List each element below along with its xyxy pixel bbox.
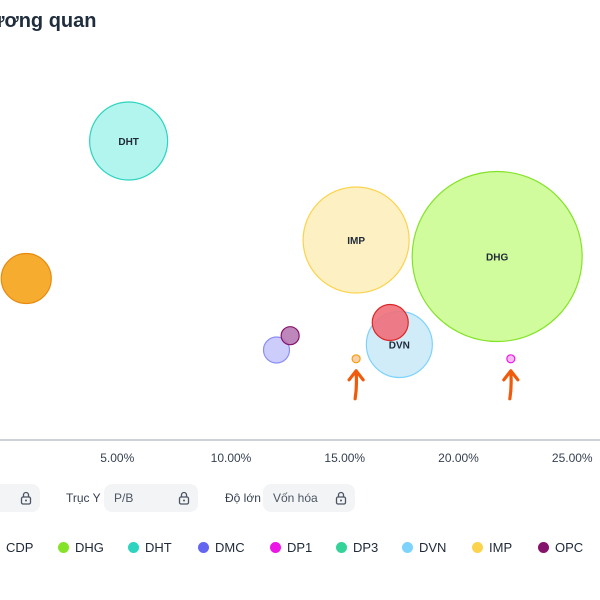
bubble-opc-red[interactable]: [371, 303, 409, 342]
bubble-label-imp: IMP: [347, 236, 365, 247]
bubble-layer: [0, 101, 583, 379]
axis-controls: Trục Y P/B Độ lớn Vốn hóa: [0, 484, 600, 514]
legend-item-opc[interactable]: OPC: [538, 540, 583, 555]
legend-item-dht[interactable]: DHT: [128, 540, 172, 555]
lock-icon: [20, 491, 32, 505]
legend-swatch: [402, 542, 413, 553]
legend-item-dmc[interactable]: DMC: [198, 540, 245, 555]
bubble-dhg[interactable]: [411, 170, 583, 343]
legend-item-dp3[interactable]: DP3: [336, 540, 378, 555]
legend-swatch: [198, 542, 209, 553]
legend-item-cdp[interactable]: CDP: [6, 540, 33, 555]
legend-label: OPC: [555, 540, 584, 555]
y-axis-value: P/B: [114, 491, 134, 505]
bubble-dmc[interactable]: [262, 336, 291, 364]
bubble-imp[interactable]: [302, 186, 410, 294]
bubble-label-layer: DHT IMP DHG DVN: [118, 137, 508, 352]
legend-item-dhg[interactable]: DHG: [58, 540, 104, 555]
lock-icon: [335, 491, 347, 505]
legend-label: IMP: [489, 540, 513, 555]
bubble-label-dvn: DVN: [389, 341, 410, 352]
lock-icon: [178, 491, 190, 505]
bubble-dp1[interactable]: [506, 354, 516, 364]
x-tick-label: 10.00%: [211, 451, 252, 465]
size-label: Độ lớn: [225, 491, 261, 505]
bubble-opc[interactable]: [280, 326, 300, 346]
bubble-cdp-small[interactable]: [351, 354, 361, 364]
annotation-arrow-cdp-small: [347, 369, 365, 401]
size-select[interactable]: Vốn hóa: [263, 484, 355, 512]
legend-label: DMC: [215, 540, 245, 555]
legend-label: DP1: [287, 540, 313, 555]
legend-swatch: [58, 542, 69, 553]
legend-label: DVN: [419, 540, 447, 555]
size-value: Vốn hóa: [273, 491, 318, 505]
legend-label: DP3: [353, 540, 379, 555]
x-axis-select[interactable]: [0, 484, 40, 512]
page-title: ương quan: [0, 10, 97, 32]
legend-swatch: [270, 542, 281, 553]
x-tick-label: 15.00%: [324, 451, 365, 465]
legend-swatch: [472, 542, 483, 553]
legend-label: DHT: [145, 540, 172, 555]
bubble-chart: DHT IMP DHG DVN 5.00% 10.00% 15.00% 20.00% 25.0…: [0, 101, 600, 465]
annotation-layer: [347, 369, 520, 401]
bubble-dht[interactable]: [89, 101, 169, 181]
x-tick-labels: 5.00% 10.00% 15.00% 20.00% 25.00%: [100, 451, 593, 465]
legend-item-dp1[interactable]: DP1: [270, 540, 312, 555]
legend-label: CDP: [6, 540, 34, 555]
legend-item-dvn[interactable]: DVN: [402, 540, 446, 555]
x-tick-label: 25.00%: [552, 451, 593, 465]
bubble-cdp[interactable]: [0, 252, 52, 305]
bubble-label-dhg: DHG: [486, 253, 508, 264]
x-tick-label: 5.00%: [100, 451, 134, 465]
x-tick-label: 20.00%: [438, 451, 479, 465]
y-axis-select[interactable]: P/B: [104, 484, 198, 512]
legend-swatch: [538, 542, 549, 553]
y-axis-label: Trục Y: [66, 491, 101, 505]
annotation-arrow-dp1: [502, 369, 520, 401]
legend-item-imp[interactable]: IMP: [472, 540, 512, 555]
legend-swatch: [336, 542, 347, 553]
legend-label: DHG: [75, 540, 104, 555]
chart-legend: CDP DHG DHT DMC DP1 DP3 DVN IMP OPC: [0, 540, 600, 560]
legend-swatch: [128, 542, 139, 553]
bubble-label-dht: DHT: [118, 137, 139, 148]
